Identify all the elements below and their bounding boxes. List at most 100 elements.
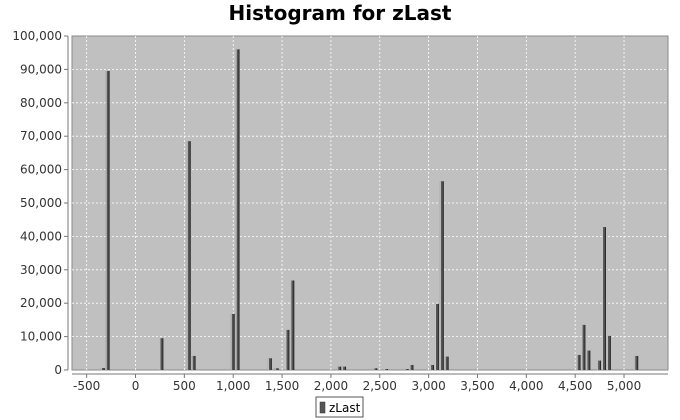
histogram-bar-shadow xyxy=(277,368,279,370)
x-tick-label: 3,500 xyxy=(460,379,494,393)
legend-label: zLast xyxy=(329,401,361,415)
histogram-bar-shadow xyxy=(437,303,439,370)
histogram-bar xyxy=(274,368,279,370)
histogram-bar-shadow xyxy=(600,360,602,370)
histogram-bar xyxy=(230,313,235,370)
x-tick-label: 4,500 xyxy=(558,379,592,393)
histogram-bar-highlight xyxy=(439,181,441,370)
histogram-bar-highlight xyxy=(337,366,339,370)
grid-lines xyxy=(72,36,668,370)
histogram-bar-shadow xyxy=(584,324,586,370)
histogram-bar-highlight xyxy=(409,364,411,370)
histogram-bar-highlight xyxy=(384,368,386,370)
histogram-bar-body xyxy=(597,360,602,370)
histogram-bar-body xyxy=(191,355,196,370)
histogram-bar xyxy=(576,354,581,370)
histogram-bar-body xyxy=(337,366,342,370)
histogram-bar-body xyxy=(430,364,434,370)
histogram-bar-highlight xyxy=(267,358,269,370)
histogram-bar-highlight xyxy=(434,303,436,370)
histogram-bar-body xyxy=(105,71,110,370)
y-tick-label: 90,000 xyxy=(20,62,62,76)
histogram-bar xyxy=(404,368,409,370)
histogram-bar-highlight xyxy=(235,49,237,371)
histogram-bar-body xyxy=(576,354,581,370)
x-tick-label: 5,000 xyxy=(607,379,641,393)
histogram-bar-shadow xyxy=(407,368,409,370)
histogram-bar xyxy=(337,366,342,370)
histogram-bar-shadow xyxy=(432,364,434,370)
histogram-bar-highlight xyxy=(159,338,161,370)
histogram-bar xyxy=(606,335,611,370)
histogram-bar-highlight xyxy=(581,324,583,370)
histogram-bar xyxy=(586,350,591,370)
histogram-bar-body xyxy=(606,335,611,370)
histogram-bar xyxy=(430,364,434,370)
histogram-bar-highlight xyxy=(430,364,432,370)
x-tick-label: 500 xyxy=(173,379,196,393)
histogram-bar xyxy=(581,324,586,370)
histogram-bar-shadow xyxy=(194,355,196,370)
histogram-bar-body xyxy=(434,303,439,370)
y-tick-label: 10,000 xyxy=(20,330,62,344)
y-tick-label: 0 xyxy=(54,363,62,377)
histogram-bar-body xyxy=(159,338,164,370)
x-tick-label: 2,000 xyxy=(314,379,348,393)
histogram-bar-highlight xyxy=(586,350,588,370)
histogram-bar-shadow xyxy=(447,356,449,370)
histogram-bar xyxy=(602,227,606,370)
histogram-bar-shadow xyxy=(604,227,606,370)
x-tick-label: 1,000 xyxy=(216,379,250,393)
histogram-bar-highlight xyxy=(373,368,375,370)
histogram-bar-highlight xyxy=(602,227,604,370)
histogram-bar-shadow xyxy=(293,280,295,370)
y-tick-label: 20,000 xyxy=(20,296,62,310)
histogram-bar-body xyxy=(602,227,606,370)
histogram-bar-highlight xyxy=(634,355,636,370)
histogram-bar-shadow xyxy=(270,358,272,370)
histogram-bar xyxy=(342,366,347,370)
histogram-bar-shadow xyxy=(387,368,389,370)
histogram-bar-body xyxy=(230,313,235,370)
histogram-bar-shadow xyxy=(442,181,444,370)
y-tick-label: 100,000 xyxy=(12,29,62,43)
y-axis-ticks: 0 10,000 20,000 30,000 40,000 50,000 60,000 70,… xyxy=(12,29,68,377)
x-axis-ticks: -500 0 500 1,000 1,500 2,000 2,500 3,000 3,500 4,… xyxy=(73,374,641,393)
y-tick-label: 80,000 xyxy=(20,96,62,110)
histogram-bar-shadow xyxy=(345,366,347,370)
histogram-bar xyxy=(159,338,164,370)
histogram-bar xyxy=(373,368,378,370)
histogram-bar-shadow xyxy=(589,350,591,370)
legend: zLast xyxy=(315,396,364,418)
histogram-bar-highlight xyxy=(191,355,193,370)
histogram-bar xyxy=(439,181,444,370)
histogram-bar-body xyxy=(404,368,409,370)
histogram-bar-body xyxy=(100,367,105,370)
x-tick-label: 4,000 xyxy=(509,379,543,393)
histogram-bar-body xyxy=(581,324,586,370)
histogram-bar-highlight xyxy=(342,366,344,370)
histogram-bar-shadow xyxy=(189,141,191,370)
y-tick-label: 50,000 xyxy=(20,196,62,210)
histogram-bar-highlight xyxy=(290,280,292,370)
axes: 0 10,000 20,000 30,000 40,000 50,000 60,000 70,… xyxy=(12,29,668,393)
histogram-bar-shadow xyxy=(162,338,164,370)
histogram-bar-body xyxy=(267,358,272,370)
histogram-bar-body xyxy=(235,49,240,371)
histogram-bar-highlight xyxy=(606,335,608,370)
histogram-bar-body xyxy=(342,366,347,370)
histogram-bar-highlight xyxy=(285,329,287,370)
histogram-bar-highlight xyxy=(597,360,599,370)
histogram-bar-body xyxy=(439,181,444,370)
histogram-bar-body xyxy=(586,350,591,370)
x-tick-label: -500 xyxy=(73,379,100,393)
histogram-bar-shadow xyxy=(376,368,378,370)
histogram-bar xyxy=(267,358,272,370)
plot-area xyxy=(71,35,669,371)
histogram-bar-body xyxy=(634,355,639,370)
x-tick-label: 0 xyxy=(132,379,140,393)
histogram-bar xyxy=(191,355,196,370)
histogram-bar-shadow xyxy=(579,354,581,370)
y-tick-label: 60,000 xyxy=(20,163,62,177)
